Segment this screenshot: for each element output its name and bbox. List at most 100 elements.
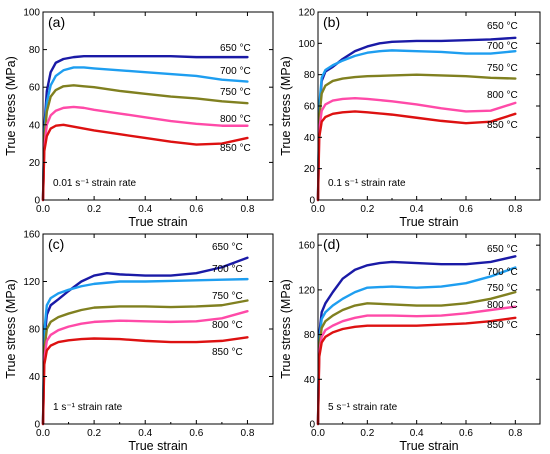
series-line-700 xyxy=(316,266,517,426)
y-tick-label: 0 xyxy=(309,196,315,207)
series-line-650 xyxy=(41,54,249,202)
x-tick-label: 0.4 xyxy=(410,204,424,215)
series-line-800 xyxy=(316,305,517,426)
y-axis-title: True stress (MPa) xyxy=(4,56,18,156)
temperature-label-800: 800 °C xyxy=(487,90,518,101)
x-tick-label: 0.0 xyxy=(36,428,50,439)
x-tick-label: 0.8 xyxy=(508,428,522,439)
y-tick-label: 80 xyxy=(29,325,41,336)
series-line-750 xyxy=(316,73,517,202)
y-tick-label: 40 xyxy=(304,375,316,386)
x-tick-label: 0.8 xyxy=(508,204,522,215)
y-tick-label: 0 xyxy=(34,196,40,207)
temperature-label-800: 800 °C xyxy=(212,320,243,331)
series-line-650 xyxy=(41,256,249,426)
panel-tag: (d) xyxy=(323,236,340,252)
x-tick-label: 0.6 xyxy=(189,428,203,439)
y-tick-label: 100 xyxy=(23,8,40,19)
plot-frame xyxy=(317,233,541,425)
x-tick-label: 0.6 xyxy=(459,428,473,439)
y-tick-label: 0 xyxy=(34,420,40,431)
temperature-label-700: 700 °C xyxy=(220,66,251,77)
plot-frame xyxy=(42,11,274,201)
x-tick-label: 0.2 xyxy=(87,204,101,215)
y-tick-label: 160 xyxy=(23,230,40,241)
y-tick-label: 20 xyxy=(304,164,316,175)
y-axis-title: True stress (MPa) xyxy=(4,279,18,379)
temperature-label-850: 850 °C xyxy=(220,143,251,154)
series-line-850 xyxy=(41,123,249,202)
series-line-800 xyxy=(41,105,249,202)
x-tick-label: 0.6 xyxy=(459,204,473,215)
chart-panel-3: 0.0 0.2 0.4 0.6 0.8 0 40 80 120 160 True strain Tru… xyxy=(4,230,274,453)
series-line-650 xyxy=(316,255,517,426)
panel-tag: (a) xyxy=(48,14,65,30)
strain-rate-label: 5 s⁻¹ strain rate xyxy=(328,402,398,413)
y-tick-label: 40 xyxy=(304,133,316,144)
y-tick-label: 100 xyxy=(298,39,315,50)
series-line-700 xyxy=(41,277,249,426)
series-line-850 xyxy=(316,316,517,426)
y-axis-title: True stress (MPa) xyxy=(279,279,293,379)
x-tick-label: 0.2 xyxy=(87,428,101,439)
temperature-label-700: 700 °C xyxy=(212,264,243,275)
chart-panel-2: 0.0 0.2 0.4 0.6 0.8 0 20 40 60 80 100 120 True strai… xyxy=(279,8,541,229)
strain-rate-label: 1 s⁻¹ strain rate xyxy=(53,402,123,413)
x-tick-label: 0.2 xyxy=(360,428,374,439)
temperature-label-800: 800 °C xyxy=(487,300,518,311)
x-tick-label: 0.8 xyxy=(240,428,254,439)
series-line-750 xyxy=(316,290,517,426)
y-tick-label: 60 xyxy=(29,83,41,94)
y-tick-label: 80 xyxy=(304,330,316,341)
series-line-850 xyxy=(41,336,249,426)
y-tick-label: 60 xyxy=(304,102,316,113)
x-tick-label: 0.4 xyxy=(410,428,424,439)
temperature-label-750: 750 °C xyxy=(487,283,518,294)
y-axis-title: True stress (MPa) xyxy=(279,56,293,156)
temperature-label-800: 800 °C xyxy=(220,114,251,125)
temperature-label-700: 700 °C xyxy=(487,41,518,52)
panel-tag: (c) xyxy=(48,236,64,252)
y-tick-label: 120 xyxy=(23,277,40,288)
temperature-label-650: 650 °C xyxy=(212,242,243,253)
temperature-label-850: 850 °C xyxy=(487,320,518,331)
series-line-700 xyxy=(316,49,517,202)
x-axis-title: True strain xyxy=(399,215,458,229)
y-tick-label: 20 xyxy=(29,158,41,169)
temperature-label-750: 750 °C xyxy=(212,291,243,302)
temperature-label-750: 750 °C xyxy=(487,63,518,74)
chart-panel-1: 0.0 0.2 0.4 0.6 0.8 0 20 40 60 80 100 True strain Tr… xyxy=(4,8,274,229)
x-tick-label: 0.4 xyxy=(138,428,152,439)
strain-rate-label: 0.01 s⁻¹ strain rate xyxy=(53,178,137,189)
strain-rate-label: 0.1 s⁻¹ strain rate xyxy=(328,178,406,189)
x-axis-title: True strain xyxy=(128,439,187,453)
y-tick-label: 160 xyxy=(298,241,315,252)
chart-panel-4: 0.0 0.2 0.4 0.6 0.8 0 40 80 120 160 True strain Tru… xyxy=(279,233,541,453)
series-line-750 xyxy=(41,84,249,202)
y-tick-label: 80 xyxy=(304,70,316,81)
x-tick-label: 0.0 xyxy=(36,204,50,215)
temperature-label-850: 850 °C xyxy=(212,347,243,358)
temperature-label-650: 650 °C xyxy=(220,43,251,54)
y-tick-label: 40 xyxy=(29,372,41,383)
x-tick-label: 0.0 xyxy=(311,204,325,215)
x-axis-title: True strain xyxy=(128,215,187,229)
x-axis-title: True strain xyxy=(399,439,458,453)
x-tick-label: 0.2 xyxy=(360,204,374,215)
series-line-750 xyxy=(41,299,249,426)
temperature-label-850: 850 °C xyxy=(487,120,518,131)
temperature-label-700: 700 °C xyxy=(487,267,518,278)
series-line-800 xyxy=(316,96,517,202)
temperature-label-650: 650 °C xyxy=(487,21,518,32)
y-tick-label: 0 xyxy=(309,420,315,431)
x-tick-label: 0.0 xyxy=(311,428,325,439)
y-tick-label: 40 xyxy=(29,120,41,131)
temperature-label-650: 650 °C xyxy=(487,244,518,255)
x-tick-label: 0.4 xyxy=(138,204,152,215)
x-tick-label: 0.8 xyxy=(240,204,254,215)
x-tick-label: 0.6 xyxy=(189,204,203,215)
y-tick-label: 120 xyxy=(298,285,315,296)
panel-tag: (b) xyxy=(323,14,340,30)
series-line-800 xyxy=(41,309,249,426)
